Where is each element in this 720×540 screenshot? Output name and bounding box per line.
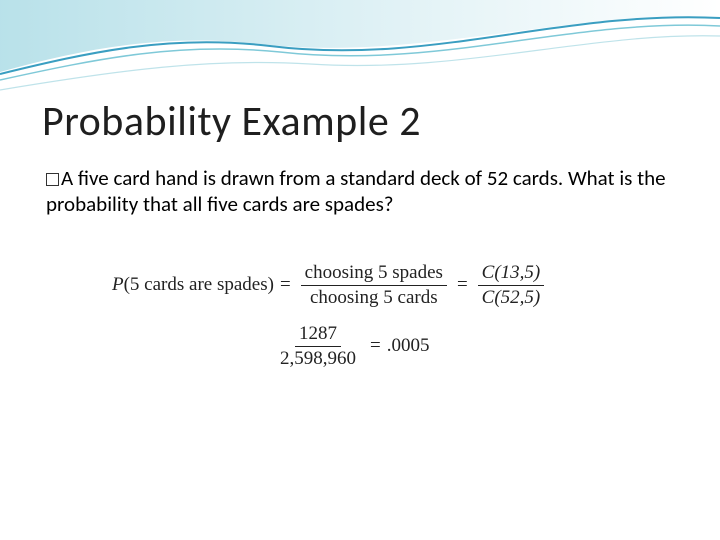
formula-line-2: 1287 2,598,960 = .0005 xyxy=(272,323,678,370)
fraction-combinations: C(13,5) C(52,5) xyxy=(478,262,545,309)
eq-3: = xyxy=(370,335,381,357)
result-value: .0005 xyxy=(387,335,430,357)
problem-text: A five card hand is drawn from a standar… xyxy=(46,165,666,217)
frac3-num: 1287 xyxy=(295,323,341,347)
fraction-numeric: 1287 2,598,960 xyxy=(276,323,360,370)
frac3-den: 2,598,960 xyxy=(276,347,360,370)
lhs-P: P xyxy=(112,274,124,295)
frac1-den: choosing 5 cards xyxy=(306,286,442,309)
frac2-num: C(13,5) xyxy=(478,262,545,286)
formula-line-1: P(5 cards are spades) = choosing 5 spade… xyxy=(112,262,678,309)
formula-block: P(5 cards are spades) = choosing 5 spade… xyxy=(112,262,678,370)
fraction-words: choosing 5 spades choosing 5 cards xyxy=(301,262,447,309)
eq-1: = xyxy=(280,274,291,296)
bullet-icon xyxy=(46,173,59,186)
lhs-paren: (5 cards are spades) xyxy=(124,274,274,295)
frac1-num: choosing 5 spades xyxy=(301,262,447,286)
frac2-den: C(52,5) xyxy=(478,286,545,309)
slide-title: Probability Example 2 xyxy=(42,96,678,147)
eq-2: = xyxy=(457,274,468,296)
problem-statement: A five card hand is drawn from a standar… xyxy=(46,165,678,218)
